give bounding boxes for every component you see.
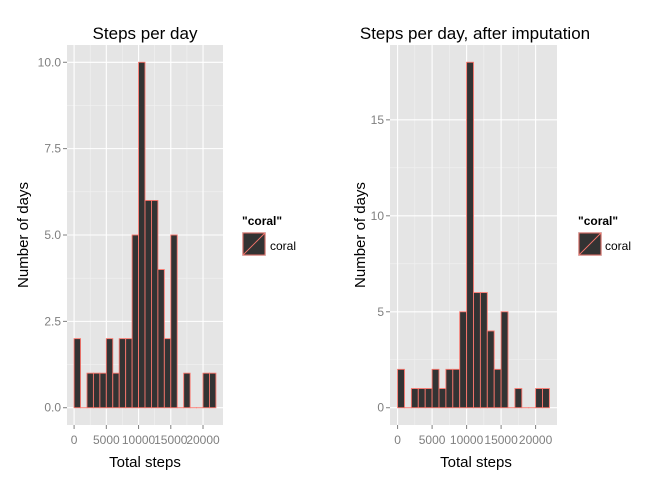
histogram-bar <box>536 389 543 408</box>
legend: "coral" coral <box>242 214 296 256</box>
legend-title: "coral" <box>242 214 282 228</box>
x-tick-label: 10000 <box>450 433 484 447</box>
y-tick-label: 10 <box>371 209 385 223</box>
histogram-bar <box>93 373 99 408</box>
y-tick-label: 0 <box>377 401 384 415</box>
histogram-bar <box>398 369 405 407</box>
y-tick-label: 7.5 <box>44 142 61 156</box>
histogram-bar <box>184 373 190 408</box>
x-tick-label: 15000 <box>154 433 188 447</box>
x-tick-label: 20000 <box>186 433 220 447</box>
x-tick-label: 0 <box>71 433 78 447</box>
y-tick-label: 0.0 <box>44 401 61 415</box>
histogram-bar <box>113 373 119 408</box>
histogram-bar <box>460 312 467 408</box>
chart-title: Steps per day <box>93 24 198 43</box>
histogram-bar <box>515 389 522 408</box>
histogram-bar <box>418 389 425 408</box>
histogram-bar <box>209 373 215 408</box>
histogram-bar <box>139 62 145 407</box>
histogram-bar <box>543 389 550 408</box>
histogram-bar <box>453 369 460 407</box>
y-axis-label: Number of days <box>352 182 369 288</box>
histogram-bar <box>74 339 80 408</box>
y-tick-label: 10.0 <box>38 55 62 69</box>
histogram-bar <box>487 331 494 408</box>
x-tick-label: 5000 <box>93 433 120 447</box>
chart-title: Steps per day, after imputation <box>360 24 590 43</box>
histogram-bar <box>474 293 481 408</box>
legend: "coral" coral <box>578 214 631 256</box>
legend-label: coral <box>605 239 631 253</box>
x-tick-label: 5000 <box>419 433 446 447</box>
legend-label: coral <box>270 239 296 253</box>
histogram-bar <box>439 389 446 408</box>
histogram-bar <box>106 339 112 408</box>
x-axis-label: Total steps <box>109 454 181 471</box>
y-tick-label: 5 <box>377 305 384 319</box>
histogram-bar <box>87 373 93 408</box>
histogram-bar <box>100 373 106 408</box>
x-tick-label: 15000 <box>484 433 518 447</box>
histogram-bar <box>411 389 418 408</box>
histogram-bar <box>432 369 439 407</box>
y-axis-label: Number of days <box>15 182 32 288</box>
histogram-bar <box>132 235 138 408</box>
x-tick-label: 20000 <box>519 433 553 447</box>
histogram-bar <box>158 270 164 408</box>
histogram-bar <box>203 373 209 408</box>
histogram-bar <box>467 62 474 407</box>
y-tick-label: 2.5 <box>44 314 61 328</box>
histogram-bar <box>119 339 125 408</box>
legend-title: "coral" <box>578 214 618 228</box>
y-tick-label: 5.0 <box>44 228 61 242</box>
histogram-bar <box>126 339 132 408</box>
histogram-bar <box>425 389 432 408</box>
histogram-bar <box>151 200 157 407</box>
histogram-bar <box>480 293 487 408</box>
histogram-bar <box>145 200 151 407</box>
y-tick-label: 15 <box>371 113 385 127</box>
histogram-bar <box>171 235 177 408</box>
x-axis-label: Total steps <box>440 454 512 471</box>
x-tick-label: 10000 <box>122 433 156 447</box>
histogram-bar <box>494 369 501 407</box>
histogram-bar <box>164 339 170 408</box>
x-tick-label: 0 <box>394 433 401 447</box>
histogram-bar <box>446 369 453 407</box>
histogram-bar <box>501 312 508 408</box>
